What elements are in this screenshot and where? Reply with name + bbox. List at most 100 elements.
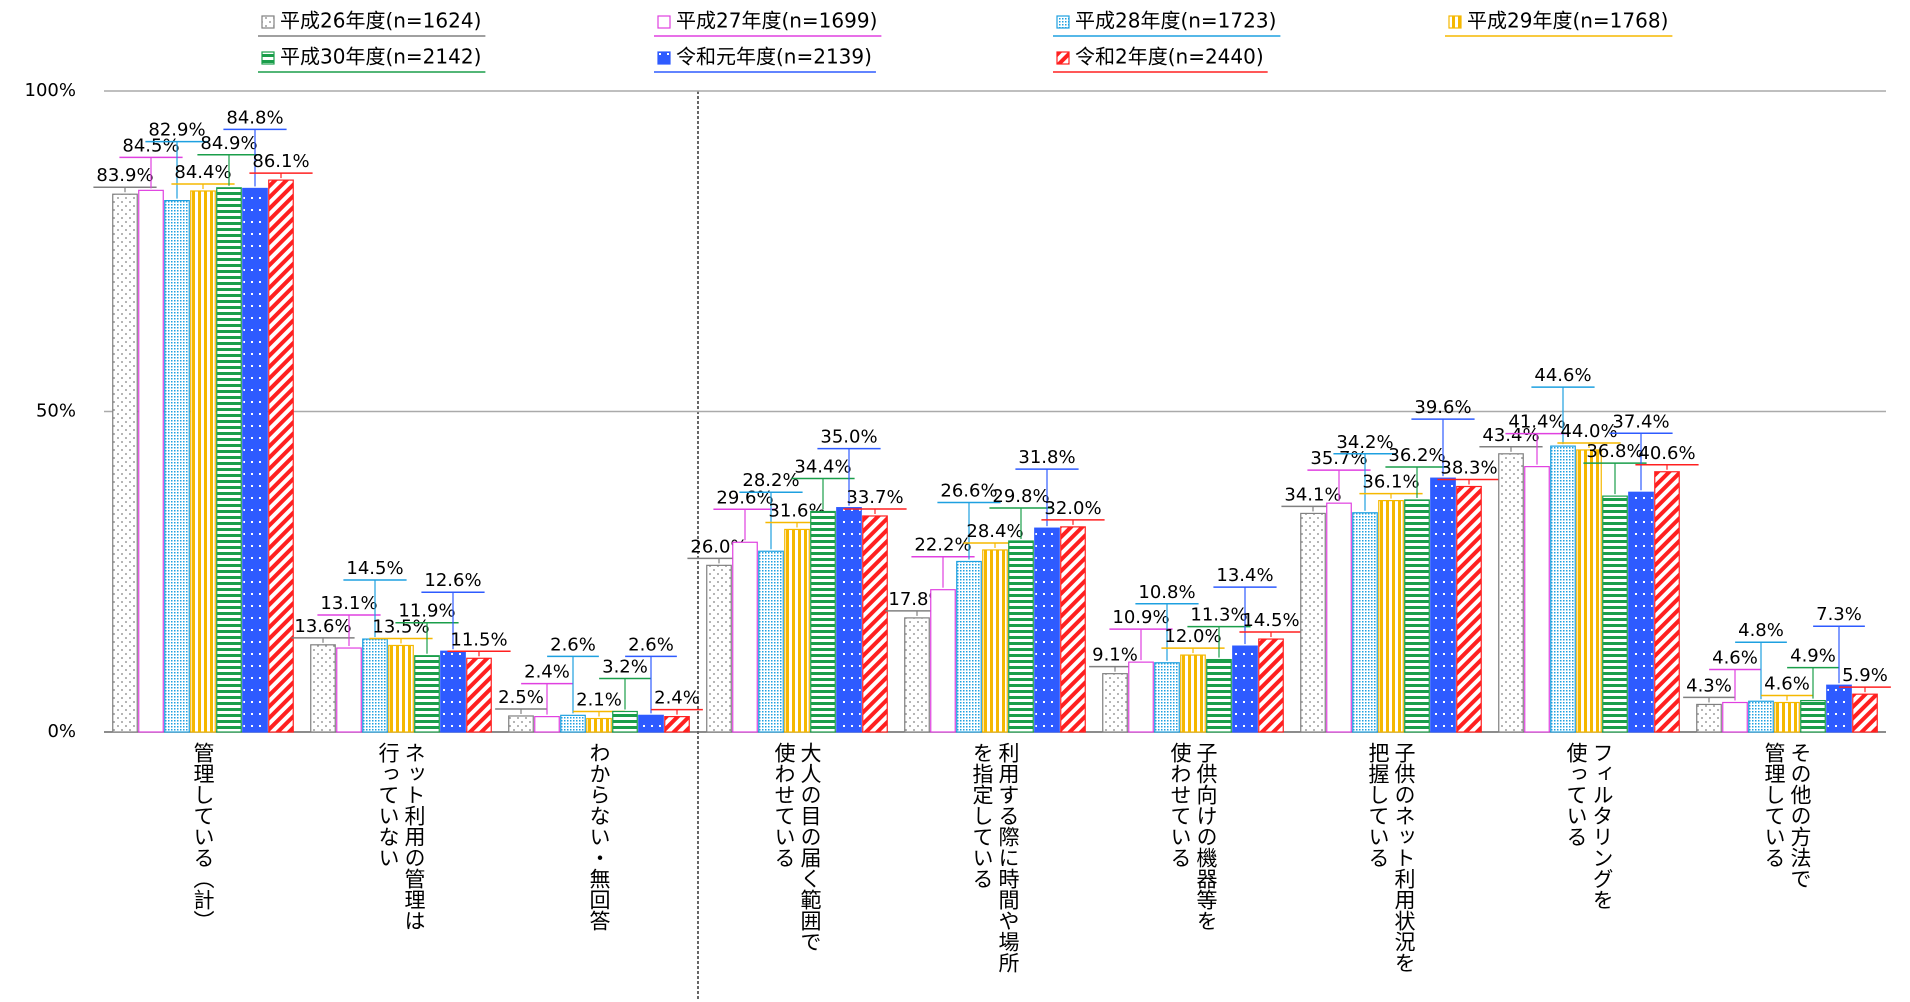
- bar: [1060, 526, 1086, 733]
- value-label: 13.5%: [372, 616, 429, 637]
- bar: [560, 714, 586, 733]
- value-label: 3.2%: [602, 656, 648, 677]
- bar: [242, 187, 268, 733]
- bar: [1576, 449, 1602, 733]
- bar: [1800, 699, 1826, 733]
- bar: [1102, 673, 1128, 733]
- value-label: 13.1%: [320, 593, 377, 614]
- x-tick-label: フィルタリングを: [1590, 742, 1614, 910]
- bar: [1524, 466, 1550, 733]
- bar: [1404, 499, 1430, 733]
- bar: [1826, 684, 1852, 733]
- x-tick-label: 使わせている: [772, 742, 796, 868]
- bar: [862, 515, 888, 733]
- value-label: 36.1%: [1362, 472, 1419, 493]
- x-tick-label: 管理している: [1762, 742, 1786, 868]
- value-label: 4.3%: [1686, 675, 1732, 696]
- value-label: 2.6%: [628, 634, 674, 655]
- bar: [216, 187, 242, 733]
- legend-label: 平成26年度(n=1624): [280, 9, 481, 33]
- bar: [1430, 477, 1456, 733]
- value-label: 13.4%: [1216, 565, 1273, 586]
- bar: [466, 657, 492, 733]
- value-label: 28.4%: [966, 521, 1023, 542]
- x-tick-label: ネット利用の管理は: [402, 742, 426, 931]
- value-label: 2.1%: [576, 690, 622, 711]
- bar: [1628, 491, 1654, 733]
- bar: [164, 200, 190, 733]
- legend-swatch: [1056, 15, 1070, 29]
- bar: [190, 190, 216, 733]
- bar: [414, 655, 440, 733]
- x-tick-label: 使わせている: [1168, 742, 1192, 868]
- value-label: 84.8%: [226, 107, 283, 128]
- value-label: 84.9%: [200, 133, 257, 154]
- bar: [508, 715, 534, 733]
- x-tick-label: 大人の目の届く範囲で: [798, 742, 822, 952]
- y-tick-label: 100%: [25, 80, 76, 101]
- value-label: 4.9%: [1790, 646, 1836, 667]
- legend-label: 令和2年度(n=2440): [1075, 45, 1264, 69]
- value-label: 44.0%: [1560, 421, 1617, 442]
- x-tick-label: 子供のネット利用状況を: [1392, 742, 1416, 973]
- bar: [1774, 701, 1800, 733]
- bar: [836, 507, 862, 733]
- bar: [1602, 495, 1628, 733]
- bar: [1352, 512, 1378, 733]
- bar: [138, 189, 164, 733]
- value-label: 12.6%: [424, 570, 481, 591]
- bar: [1180, 654, 1206, 733]
- legend-swatch: [1448, 15, 1462, 29]
- y-tick-label: 50%: [36, 401, 76, 422]
- legend-label: 令和元年度(n=2139): [676, 45, 872, 69]
- value-label: 34.1%: [1284, 484, 1341, 505]
- bar: [1456, 485, 1482, 733]
- legend-label: 平成27年度(n=1699): [676, 9, 877, 33]
- value-label: 41.4%: [1508, 412, 1565, 433]
- value-label: 28.2%: [742, 470, 799, 491]
- value-label: 82.9%: [148, 120, 205, 141]
- bar: [732, 541, 758, 733]
- x-tick-label: 子供向けの機器等を: [1194, 742, 1218, 931]
- value-label: 13.6%: [294, 616, 351, 637]
- value-label: 36.8%: [1586, 441, 1643, 462]
- bar: [1326, 502, 1352, 733]
- bar: [586, 717, 612, 733]
- bar: [638, 714, 664, 733]
- value-label: 33.7%: [846, 487, 903, 508]
- value-label: 4.6%: [1764, 674, 1810, 695]
- bar: [1258, 638, 1284, 733]
- bar: [1008, 540, 1034, 733]
- value-label: 31.8%: [1018, 447, 1075, 468]
- legend-label: 平成29年度(n=1768): [1467, 9, 1668, 33]
- bar: [758, 550, 784, 733]
- bar: [1550, 445, 1576, 733]
- bar: [1154, 662, 1180, 733]
- legend-label: 平成30年度(n=2142): [280, 45, 481, 69]
- value-label: 40.6%: [1638, 443, 1695, 464]
- value-label: 86.1%: [252, 151, 309, 172]
- bar: [706, 564, 732, 733]
- x-tick-label: 行っていない: [376, 742, 400, 868]
- value-label: 38.3%: [1440, 457, 1497, 478]
- bar: [1722, 701, 1748, 733]
- value-label: 14.5%: [1242, 610, 1299, 631]
- value-label: 35.0%: [820, 427, 877, 448]
- value-label: 11.9%: [398, 601, 455, 622]
- value-label: 34.4%: [794, 456, 851, 477]
- bar: [904, 617, 930, 733]
- value-label: 5.9%: [1842, 665, 1888, 686]
- value-label: 11.3%: [1190, 605, 1247, 626]
- value-label: 36.2%: [1388, 445, 1445, 466]
- x-tick-label: を指定している: [970, 742, 994, 889]
- bar: [1034, 527, 1060, 733]
- bar: [336, 647, 362, 733]
- bar: [534, 716, 560, 733]
- bar: [982, 549, 1008, 733]
- value-label: 10.9%: [1112, 607, 1169, 628]
- value-label: 4.8%: [1738, 620, 1784, 641]
- bar: [1852, 693, 1878, 733]
- bar: [268, 179, 294, 733]
- bar: [388, 644, 414, 733]
- value-label: 14.5%: [346, 558, 403, 579]
